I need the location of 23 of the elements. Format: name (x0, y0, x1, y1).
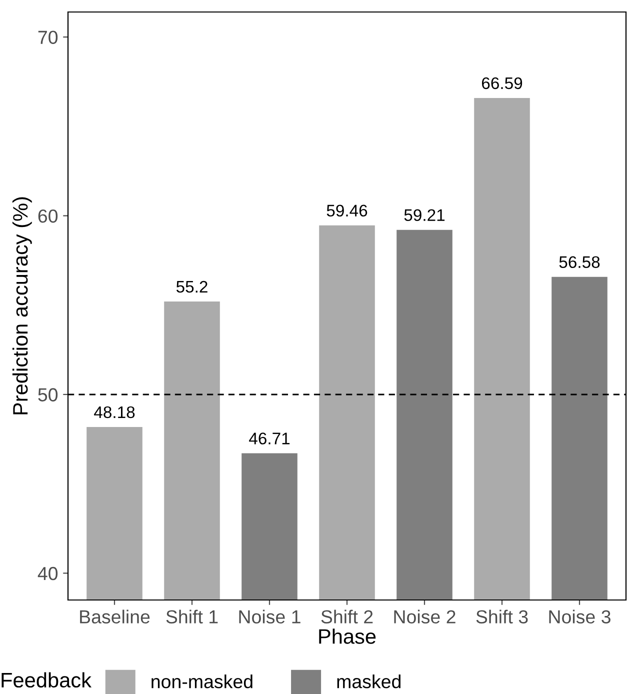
data-label: 56.58 (559, 256, 600, 268)
x-tick-label: Baseline (80, 610, 150, 624)
data-label: 48.18 (94, 406, 135, 418)
data-label: 66.59 (482, 77, 522, 90)
y-tick-label: 70 (38, 30, 58, 44)
y-axis-title: Prediction accuracy (%) (12, 197, 32, 414)
x-tick-label: Noise 3 (549, 610, 610, 624)
legend-label: masked (337, 674, 400, 688)
x-tick-label: Shift 3 (476, 610, 528, 624)
x-axis-title: Phase (319, 628, 376, 644)
x-tick-label: Shift 1 (166, 610, 218, 624)
y-tick-label: 40 (38, 566, 58, 580)
data-label: 59.21 (404, 209, 445, 222)
y-tick-label: 60 (38, 209, 58, 223)
data-label: 59.46 (326, 204, 368, 217)
legend-label: non-masked (152, 674, 252, 688)
y-tick-label: 50 (38, 388, 58, 402)
x-tick-label: Noise 2 (394, 610, 456, 624)
data-label: 46.71 (249, 432, 290, 444)
legend-title: Feedback (2, 672, 92, 688)
x-tick-label: Shift 2 (321, 610, 373, 624)
data-label: 55.2 (176, 280, 208, 293)
x-tick-label: Noise 1 (239, 610, 300, 624)
